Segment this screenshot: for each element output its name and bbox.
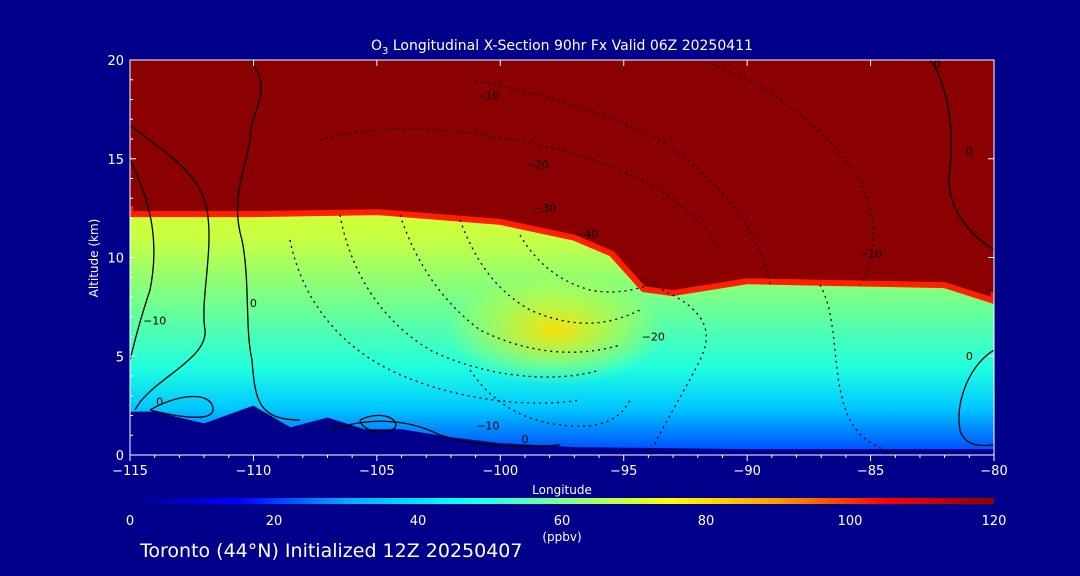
y-tick-label: 20 bbox=[107, 54, 124, 69]
contour-label: 0 bbox=[966, 350, 973, 363]
contour-solid-loop bbox=[359, 414, 397, 433]
colorbar-tick-label: 40 bbox=[410, 514, 427, 529]
contour-dotted-6 bbox=[399, 214, 621, 353]
colorbar-tick-label: 60 bbox=[554, 514, 571, 529]
contour-solid-west-3 bbox=[130, 159, 155, 361]
contour-label: −10 bbox=[476, 90, 499, 103]
contour-dotted-4 bbox=[289, 239, 581, 404]
footer-text: Toronto (44°N) Initialized 12Z 20250407 bbox=[140, 540, 523, 562]
x-axis-label: Longitude bbox=[532, 483, 592, 497]
colorbar-tick-label: 80 bbox=[698, 514, 715, 529]
colorbar-ticks: 0 20 40 60 80 100 120 bbox=[126, 514, 1007, 529]
contour-label: −40 bbox=[575, 228, 598, 241]
contour-label: −10 bbox=[859, 248, 882, 261]
contour-labels: −10 −20 −30 −40 −20 −10 −10 −10 0 0 0 0 0 0 bbox=[143, 58, 973, 446]
y-axis-label: Altitude (km) bbox=[87, 219, 101, 298]
contour-dotted-2 bbox=[469, 79, 771, 286]
x-axis: −115 −110 −105 −100 −95 −90 −85 −80 bbox=[112, 60, 1008, 479]
x-tick-label: −95 bbox=[610, 464, 637, 479]
y-tick-label: 5 bbox=[116, 350, 124, 365]
x-tick-label: −100 bbox=[482, 464, 518, 479]
terrain bbox=[130, 405, 994, 455]
colorbar bbox=[130, 498, 994, 504]
x-tick-label: −85 bbox=[857, 464, 884, 479]
contour-label: 0 bbox=[966, 145, 973, 158]
x-tick-label: −90 bbox=[733, 464, 760, 479]
colorbar-tick-label: 100 bbox=[838, 514, 863, 529]
contour-solid-east bbox=[929, 60, 994, 251]
contour-label: 0 bbox=[250, 297, 257, 310]
contour-lines bbox=[130, 60, 994, 455]
x-tick-label: −80 bbox=[980, 464, 1007, 479]
contour-dotted-7 bbox=[459, 219, 641, 324]
contour-label: −10 bbox=[476, 419, 499, 432]
stratospheric-ozone-core bbox=[130, 60, 994, 293]
contour-solid-east-2 bbox=[958, 349, 994, 447]
colorbar-tick-label: 0 bbox=[126, 514, 134, 529]
contour-label: 0 bbox=[521, 433, 528, 446]
contour-label: −20 bbox=[526, 159, 549, 172]
x-tick-label: −110 bbox=[236, 464, 272, 479]
colorbar-label: (ppbv) bbox=[542, 530, 581, 544]
colorbar-tick-label: 20 bbox=[266, 514, 283, 529]
yellow-maximum bbox=[445, 275, 665, 385]
contour-label: −30 bbox=[533, 202, 556, 215]
chart-title: O3 Longitudinal X-Section 90hr Fx Valid … bbox=[371, 38, 753, 57]
y-tick-label: 0 bbox=[116, 449, 124, 464]
contour-label: 0 bbox=[934, 58, 941, 71]
contour-dotted-11 bbox=[469, 369, 631, 427]
colorbar-tick-label: 120 bbox=[982, 514, 1007, 529]
y-tick-label: 10 bbox=[107, 252, 124, 267]
contour-solid-west bbox=[236, 60, 301, 421]
x-tick-label: −105 bbox=[359, 464, 395, 479]
plot-area: −10 −20 −30 −40 −20 −10 −10 −10 0 0 0 0 0 0 bbox=[130, 58, 994, 455]
contour-dotted-8 bbox=[519, 234, 661, 293]
contour-solid-west-2 bbox=[130, 124, 210, 411]
x-tick-label: −115 bbox=[112, 464, 148, 479]
contour-label: −10 bbox=[143, 315, 166, 328]
y-tick-label: 15 bbox=[107, 153, 124, 168]
contour-solid-loop-2 bbox=[149, 395, 214, 418]
contour-label: −20 bbox=[642, 330, 665, 343]
y-axis: 0 5 10 15 20 bbox=[107, 54, 994, 464]
contour-label: 0 bbox=[156, 396, 163, 409]
